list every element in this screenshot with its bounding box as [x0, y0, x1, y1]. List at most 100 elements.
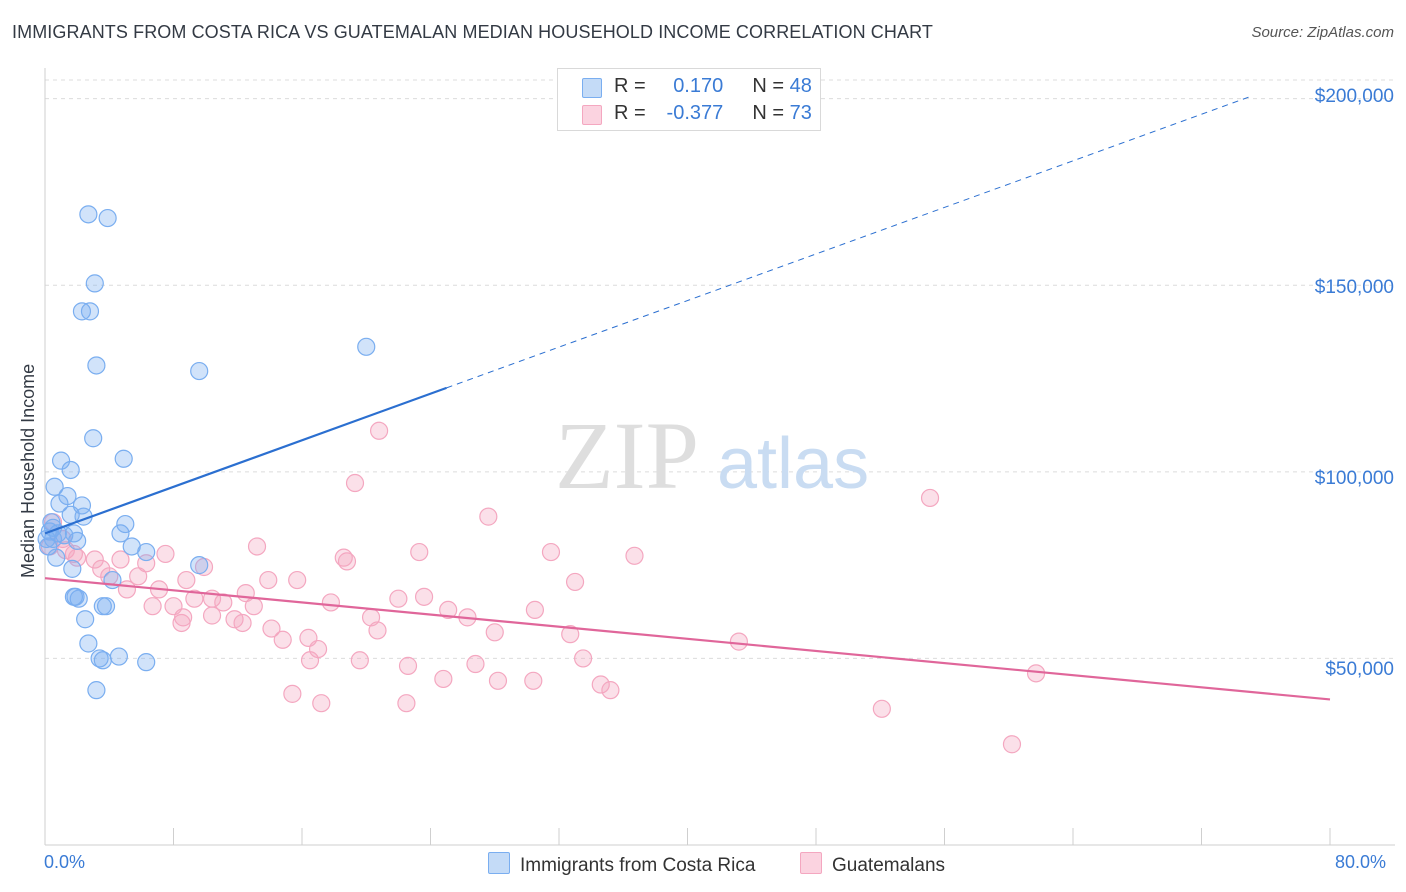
costa-rica-point	[137, 653, 156, 672]
costa-rica-point	[51, 451, 71, 470]
guatemalan-point	[350, 651, 369, 670]
guatemalan-point	[172, 613, 191, 633]
legend-n-value: 73	[789, 102, 812, 124]
costa-rica-point	[50, 494, 69, 513]
costa-rica-point	[190, 556, 209, 575]
costa-rica-point	[85, 274, 104, 293]
guatemalan-point	[312, 694, 331, 713]
guatemalan-point	[872, 699, 891, 718]
costa-rica-trend-extension	[446, 96, 1250, 389]
legend-swatch-blue	[582, 78, 602, 98]
costa-rica-point	[80, 302, 100, 321]
costa-rica-point	[37, 529, 56, 549]
guatemalan-point	[247, 537, 267, 556]
guatemalan-point	[143, 597, 162, 616]
costa-rica-point	[87, 356, 106, 375]
bottom-legend-guatemalans: Guatemalans	[800, 852, 945, 876]
guatemalan-point	[410, 542, 429, 562]
legend-r-label: R =	[614, 102, 646, 124]
costa-rica-point	[137, 542, 156, 562]
guatemalan-point	[920, 488, 940, 508]
guatemalan-point	[591, 675, 610, 694]
legend-n-label: N =	[752, 75, 785, 97]
guatemalan-point	[85, 550, 104, 569]
guatemalan-point	[541, 542, 561, 562]
guatemalan-point	[565, 572, 585, 592]
watermark-atlas: atlas	[717, 424, 869, 504]
legend-swatch-pink	[582, 105, 602, 125]
guatemalan-point	[1002, 735, 1022, 754]
guatemalan-point	[345, 473, 365, 493]
guatemalan-point	[370, 421, 389, 440]
costa-rica-point	[190, 361, 209, 381]
y-axis-label: Median Household Income	[18, 363, 38, 578]
costa-rica-point	[111, 524, 130, 543]
guatemalan-point	[111, 550, 130, 569]
x-tick-label-min: 0.0%	[44, 852, 86, 872]
guatemalan-point	[524, 671, 543, 690]
guatemalan-point	[283, 684, 302, 703]
costa-rica-point	[76, 610, 95, 629]
costa-rica-point	[69, 589, 88, 608]
guatemalan-point	[117, 580, 137, 599]
guatemalan-point	[321, 593, 341, 612]
chart-title: IMMIGRANTS FROM COSTA RICA VS GUATEMALAN…	[12, 22, 933, 42]
costa-rica-point	[98, 208, 117, 228]
costa-rica-point	[61, 460, 80, 480]
costa-rica-point	[47, 548, 66, 567]
y-tick-label: $100,000	[1314, 468, 1394, 489]
trend-lines	[44, 96, 1331, 701]
guatemalan-point	[601, 681, 620, 700]
correlation-legend: R = 0.170 N = 48 R = -0.377 N = 73	[557, 68, 821, 131]
costa-rica-point	[66, 587, 85, 606]
guatemalan-point	[177, 570, 196, 590]
guatemalan-point	[288, 570, 307, 590]
guatemalan-point	[434, 669, 453, 689]
guatemalan-point	[729, 632, 749, 651]
legend-swatch-pink	[800, 852, 822, 874]
source-label: Source: ZipAtlas.com	[1251, 24, 1394, 41]
costa-rica-point	[357, 337, 376, 356]
costa-rica-point	[45, 477, 64, 496]
guatemalan-point	[156, 544, 175, 564]
guatemalan-point	[525, 600, 545, 620]
costa-rica-trend-line	[44, 386, 447, 535]
costa-rica-point	[109, 647, 128, 666]
guatemalans-trend-line	[44, 577, 1331, 701]
bottom-legend-costa-rica: Immigrants from Costa Rica	[488, 852, 755, 876]
legend-r-value: 0.170	[673, 75, 724, 97]
guatemalan-point	[397, 694, 416, 713]
costa-rica-point	[93, 651, 112, 670]
guatemalan-point	[202, 606, 222, 625]
costa-rica-point	[116, 514, 135, 534]
costa-rica-point	[90, 649, 109, 668]
legend-r-label: R =	[614, 75, 646, 97]
guatemalan-point	[439, 600, 458, 620]
guatemalan-point	[244, 597, 263, 616]
guatemalan-point	[334, 548, 353, 567]
watermark-zip: ZIP	[555, 402, 699, 509]
legend-n-label: N =	[752, 102, 785, 124]
guatemalan-point	[129, 567, 148, 586]
guatemalan-point	[368, 621, 387, 640]
guatemalan-point	[466, 654, 485, 674]
legend-r-value: -0.377	[666, 102, 724, 124]
gridlines	[45, 79, 1395, 659]
x-tick-label-max: 80.0%	[1335, 852, 1387, 872]
series-name: Guatemalans	[832, 855, 946, 876]
y-tick-label: $200,000	[1314, 86, 1394, 107]
costa-rica-points	[37, 205, 376, 700]
guatemalan-point	[485, 623, 504, 642]
guatemalan-point	[625, 546, 644, 565]
y-tick-label: $150,000	[1314, 277, 1394, 298]
costa-rica-point	[96, 597, 116, 616]
guatemalan-point	[389, 589, 408, 608]
guatemalan-point	[273, 630, 292, 649]
guatemalan-point	[561, 625, 580, 644]
series-name: Immigrants from Costa Rica	[520, 855, 756, 876]
costa-rica-point	[63, 559, 82, 578]
costa-rica-point	[84, 429, 103, 448]
guatemalan-point	[259, 570, 278, 590]
guatemalan-point	[479, 507, 498, 526]
